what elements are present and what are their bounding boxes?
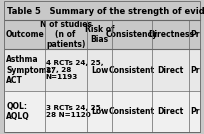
Bar — [5, 20, 200, 49]
Text: Directness: Directness — [148, 30, 194, 39]
Text: Asthma
Symptoms:
ACT: Asthma Symptoms: ACT — [6, 55, 54, 85]
Bar — [5, 49, 200, 91]
Text: Consistent: Consistent — [109, 66, 155, 75]
Text: N of studies
(n of
patients): N of studies (n of patients) — [40, 20, 92, 49]
Text: Low: Low — [91, 107, 108, 116]
Text: 3 RCTs 24, 25,
28 N=1120: 3 RCTs 24, 25, 28 N=1120 — [46, 105, 103, 118]
Text: Outcome: Outcome — [5, 30, 44, 39]
Text: Direct: Direct — [158, 107, 184, 116]
Text: Table 5   Summary of the strength of evidence for the effica: Table 5 Summary of the strength of evide… — [7, 7, 204, 16]
Text: Risk of
Bias: Risk of Bias — [85, 25, 114, 44]
Text: Pr: Pr — [190, 107, 200, 116]
Text: Pr: Pr — [190, 66, 200, 75]
Text: Direct: Direct — [158, 66, 184, 75]
Bar — [5, 91, 200, 132]
Text: Consistent: Consistent — [109, 107, 155, 116]
Bar — [5, 2, 200, 20]
Text: Low: Low — [91, 66, 108, 75]
Text: 4 RCTs 24, 25,
27, 28
N=1193: 4 RCTs 24, 25, 27, 28 N=1193 — [46, 60, 103, 80]
Text: Consistency: Consistency — [106, 30, 158, 39]
Text: Pr: Pr — [190, 30, 200, 39]
Text: QOL:
AQLQ: QOL: AQLQ — [6, 102, 30, 121]
